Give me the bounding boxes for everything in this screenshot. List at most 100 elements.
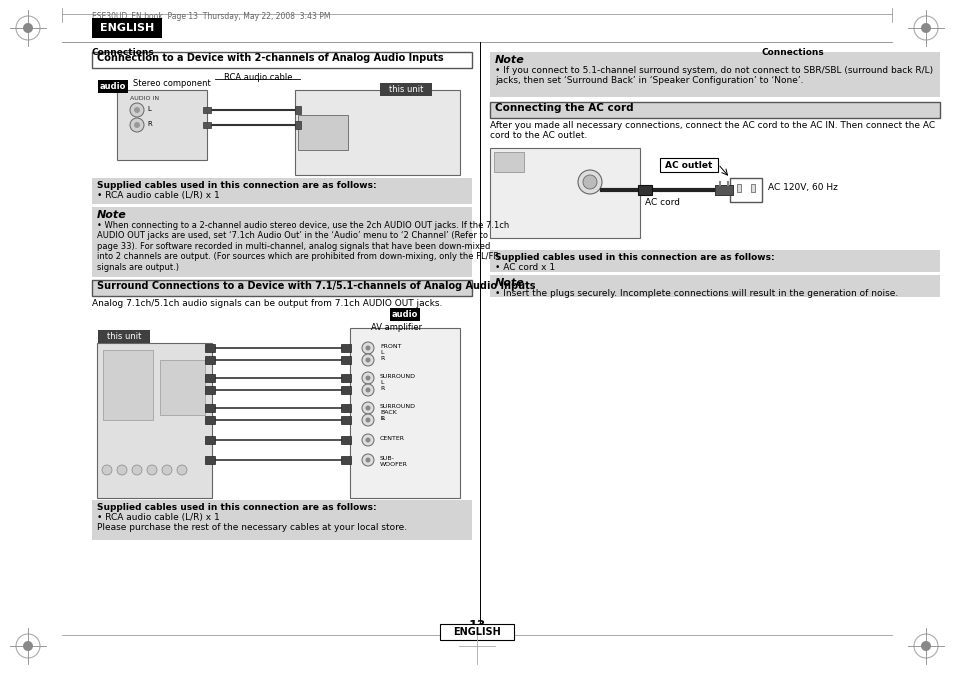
Text: After you made all necessary connections, connect the AC cord to the AC IN. Then: After you made all necessary connections… [490,121,934,140]
Text: ENGLISH: ENGLISH [453,627,500,637]
Text: R: R [379,356,384,361]
Text: R: R [379,416,384,421]
Bar [340,356,351,364]
Circle shape [361,354,374,366]
Bar [203,107,211,113]
Text: SUB-
WOOFER: SUB- WOOFER [379,456,408,467]
Text: • RCA audio cable (L/R) x 1: • RCA audio cable (L/R) x 1 [97,191,219,200]
Bar [97,343,212,498]
Circle shape [361,414,374,426]
Circle shape [365,357,370,363]
Bar [638,185,651,195]
Circle shape [147,465,157,475]
Text: Note: Note [495,55,524,65]
Bar [297,115,348,150]
Bar [390,308,419,321]
Bar [340,456,351,464]
Text: this unit: this unit [389,85,423,94]
Bar [750,184,754,192]
Text: Stereo component: Stereo component [132,79,211,88]
Bar [203,122,211,128]
Text: Surround Connections to a Device with 7.1/5.1-channels of Analog Audio Inputs: Surround Connections to a Device with 7.… [97,281,535,291]
Bar [490,250,939,272]
Bar [205,386,214,394]
Text: Connections: Connections [761,48,824,57]
Circle shape [365,346,370,350]
Text: RCA audio cable: RCA audio cable [224,73,292,82]
Circle shape [365,458,370,462]
Circle shape [130,103,144,117]
Circle shape [177,465,187,475]
Circle shape [361,434,374,446]
Bar [340,416,351,424]
Text: AUDIO IN: AUDIO IN [130,96,159,101]
Bar [205,344,214,352]
Bar [490,102,939,118]
Circle shape [365,437,370,443]
Text: Supplied cables used in this connection are as follows:: Supplied cables used in this connection … [97,181,376,190]
Text: AC outlet: AC outlet [664,160,712,169]
Text: Connecting the AC cord: Connecting the AC cord [495,103,633,113]
Bar [205,416,214,424]
Text: • If you connect to 5.1-channel surround system, do not connect to SBR/SBL (surr: • If you connect to 5.1-channel surround… [495,66,932,86]
Bar [294,121,301,129]
Circle shape [361,342,374,354]
Bar [340,344,351,352]
Circle shape [365,406,370,410]
Bar [98,80,128,93]
Circle shape [582,175,597,189]
Bar [205,374,214,382]
Circle shape [361,384,374,396]
Text: AC 120V, 60 Hz: AC 120V, 60 Hz [767,183,837,192]
Bar [117,90,207,160]
Bar [91,178,472,204]
Bar [490,52,939,97]
Bar [494,152,523,172]
Circle shape [102,465,112,475]
Text: R: R [147,121,152,127]
Circle shape [365,388,370,392]
Circle shape [133,122,140,128]
Text: • Insert the plugs securely. Incomplete connections will result in the generatio: • Insert the plugs securely. Incomplete … [495,289,898,298]
Circle shape [361,454,374,466]
Text: audio: audio [100,82,126,91]
Bar [350,328,459,498]
Circle shape [23,641,33,651]
Bar [340,374,351,382]
Bar [91,280,472,296]
Bar [205,456,214,464]
Bar [91,52,472,68]
Bar [737,184,740,192]
Circle shape [920,23,930,33]
Bar [294,106,301,114]
Circle shape [132,465,142,475]
Text: audio: audio [392,310,417,319]
Bar [98,330,150,343]
Bar [379,83,432,96]
Text: • AC cord x 1: • AC cord x 1 [495,263,555,272]
Text: AC cord: AC cord [644,198,679,207]
Bar [91,500,472,540]
Bar [91,207,472,277]
Circle shape [361,402,374,414]
Circle shape [920,641,930,651]
Circle shape [133,107,140,113]
Text: SURROUND
BACK
L: SURROUND BACK L [379,404,416,421]
Bar [490,275,939,297]
Bar [205,356,214,364]
Bar [294,90,459,175]
Bar [103,350,152,420]
Text: SURROUND
L: SURROUND L [379,374,416,385]
Text: Analog 7.1ch/5.1ch audio signals can be output from 7.1ch AUDIO OUT jacks.: Analog 7.1ch/5.1ch audio signals can be … [91,299,442,308]
Circle shape [578,170,601,194]
Text: Note: Note [495,278,524,288]
Circle shape [361,372,374,384]
Text: • RCA audio cable (L/R) x 1
Please purchase the rest of the necessary cables at : • RCA audio cable (L/R) x 1 Please purch… [97,513,407,532]
Text: this unit: this unit [107,332,141,341]
Bar [490,148,639,238]
Bar [340,404,351,412]
Circle shape [117,465,127,475]
Circle shape [162,465,172,475]
Circle shape [130,118,144,132]
Bar [91,18,162,38]
